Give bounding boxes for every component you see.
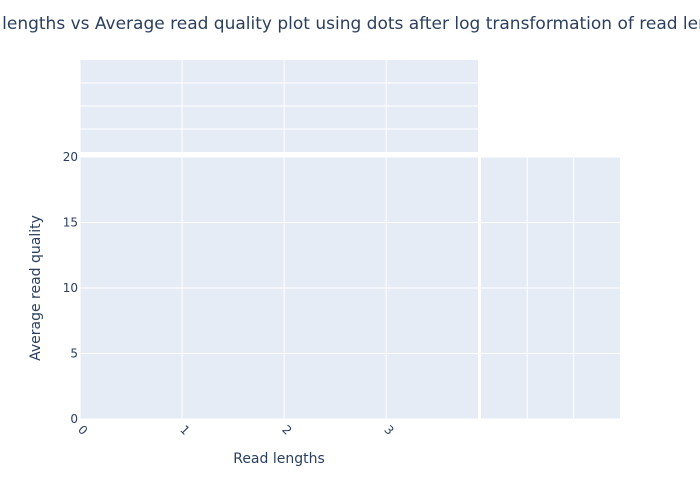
main-plot-grid <box>79 156 478 420</box>
main-plot-area <box>79 156 478 420</box>
y-tick-label: 0 <box>70 412 78 426</box>
x-tick-label: 1 <box>177 423 192 438</box>
y-tick-label: 15 <box>63 216 78 230</box>
x-axis-title: Read lengths <box>233 451 325 467</box>
x-tick-label: 2 <box>279 423 294 438</box>
right-marginal-panel <box>481 156 620 420</box>
x-tick-label: 3 <box>381 423 396 438</box>
y-tick-label: 10 <box>63 281 78 295</box>
top-marginal-grid <box>79 60 478 152</box>
top-marginal-panel <box>79 60 478 152</box>
y-axis-ticks: 0 5 10 15 20 <box>63 150 78 426</box>
right-marginal-grid <box>481 156 620 420</box>
y-axis-title: Average read quality <box>28 215 44 361</box>
y-tick-label: 5 <box>70 347 78 361</box>
y-tick-label: 20 <box>63 150 78 164</box>
chart-title: Read lengths vs Average read quality plo… <box>0 14 700 34</box>
